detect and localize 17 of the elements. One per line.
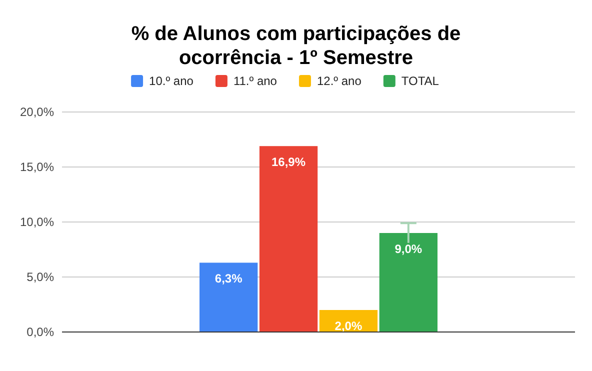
data-label: 16,9%	[272, 155, 306, 170]
y-tick-label: 5,0%	[26, 270, 54, 284]
y-tick-label: 15,0%	[20, 160, 54, 174]
legend-label: 12.º ano	[316, 74, 362, 88]
data-label: 6,3%	[214, 272, 243, 286]
bar	[200, 262, 258, 332]
legend-label: 10.º ano	[149, 74, 194, 88]
bar	[259, 146, 318, 332]
y-tick-label: 10,0%	[20, 215, 54, 230]
chart-title: % de Alunos com participações de ocorrência - 1º Semestre	[131, 23, 461, 69]
legend-label: TOTAL	[401, 74, 440, 88]
data-label: 9,0%	[394, 242, 422, 256]
legend-label: 11.º ano	[233, 74, 278, 88]
bar	[379, 233, 438, 332]
y-tick-label: 20,0%	[20, 105, 54, 120]
y-tick-label: 0,0%	[26, 325, 54, 340]
data-label: 2,0%	[334, 319, 362, 333]
